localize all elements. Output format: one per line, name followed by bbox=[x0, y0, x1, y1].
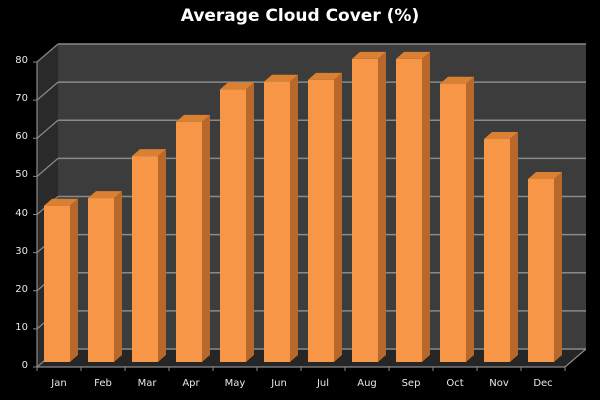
bar-aug bbox=[352, 58, 378, 362]
x-tick-label: Aug bbox=[357, 378, 377, 389]
x-tick-label: Sep bbox=[401, 378, 421, 389]
bar-jun bbox=[264, 81, 290, 362]
bar-may bbox=[220, 89, 246, 362]
chart-title: Average Cloud Cover (%) bbox=[180, 6, 420, 26]
bar-top bbox=[352, 51, 386, 59]
x-tick-label: Jan bbox=[51, 378, 67, 389]
x-tick-label: May bbox=[224, 378, 246, 389]
y-tick-label: 30 bbox=[15, 245, 28, 257]
y-tick-label: 70 bbox=[15, 93, 28, 105]
y-tick-label: 60 bbox=[15, 131, 28, 143]
bar-jan bbox=[44, 205, 70, 362]
x-tick-label: Dec bbox=[533, 378, 553, 389]
bar-top bbox=[528, 172, 562, 179]
y-tick-label: 0 bbox=[21, 360, 28, 371]
gridline-diagonal bbox=[36, 157, 59, 177]
bar-side bbox=[158, 149, 166, 362]
bar-side bbox=[466, 76, 474, 362]
bar-feb bbox=[88, 198, 114, 362]
bar-jul bbox=[308, 79, 334, 362]
bar-top bbox=[264, 74, 298, 82]
bar-dec bbox=[528, 179, 554, 362]
y-tick-label: 20 bbox=[15, 283, 28, 295]
bar-top bbox=[396, 51, 430, 59]
bar-top bbox=[308, 72, 342, 80]
bar-top bbox=[484, 131, 518, 139]
bar-side bbox=[70, 198, 78, 362]
gridline-diagonal bbox=[36, 119, 59, 139]
bar-top bbox=[132, 149, 166, 157]
y-tick-label: 80 bbox=[15, 55, 28, 66]
gridline-diagonal bbox=[36, 43, 59, 63]
bar-side bbox=[202, 114, 210, 362]
bar-nov bbox=[484, 138, 510, 362]
x-tick-label: Feb bbox=[94, 378, 112, 389]
x-tick-label: Oct bbox=[446, 378, 464, 389]
bar-top bbox=[44, 198, 78, 206]
x-tick-label: Jul bbox=[316, 378, 330, 389]
bar-apr bbox=[176, 121, 202, 362]
bar-top bbox=[440, 76, 474, 84]
bar-sep bbox=[396, 58, 422, 362]
bar-side bbox=[246, 82, 254, 362]
bar-top bbox=[88, 191, 122, 199]
bar-side bbox=[422, 51, 430, 362]
x-tick-label: Mar bbox=[137, 378, 157, 389]
bar-side bbox=[114, 191, 122, 362]
bar-side bbox=[378, 51, 386, 362]
x-tick-label: Nov bbox=[489, 378, 509, 389]
bar-side bbox=[290, 74, 298, 362]
bar-oct bbox=[440, 83, 466, 362]
floor-edge bbox=[564, 348, 587, 368]
gridline-diagonal bbox=[36, 81, 59, 101]
y-tick-label: 40 bbox=[15, 207, 28, 219]
y-tick-label: 50 bbox=[15, 169, 28, 181]
bar-side bbox=[334, 72, 342, 362]
bar-top bbox=[220, 82, 254, 90]
bar-side bbox=[510, 131, 518, 362]
x-tick-label: Apr bbox=[182, 378, 200, 389]
bar-side bbox=[554, 172, 562, 362]
bar-top bbox=[176, 114, 210, 122]
x-tick-label: Jun bbox=[271, 378, 287, 389]
y-tick-label: 10 bbox=[15, 321, 28, 333]
bar-mar bbox=[132, 156, 158, 362]
